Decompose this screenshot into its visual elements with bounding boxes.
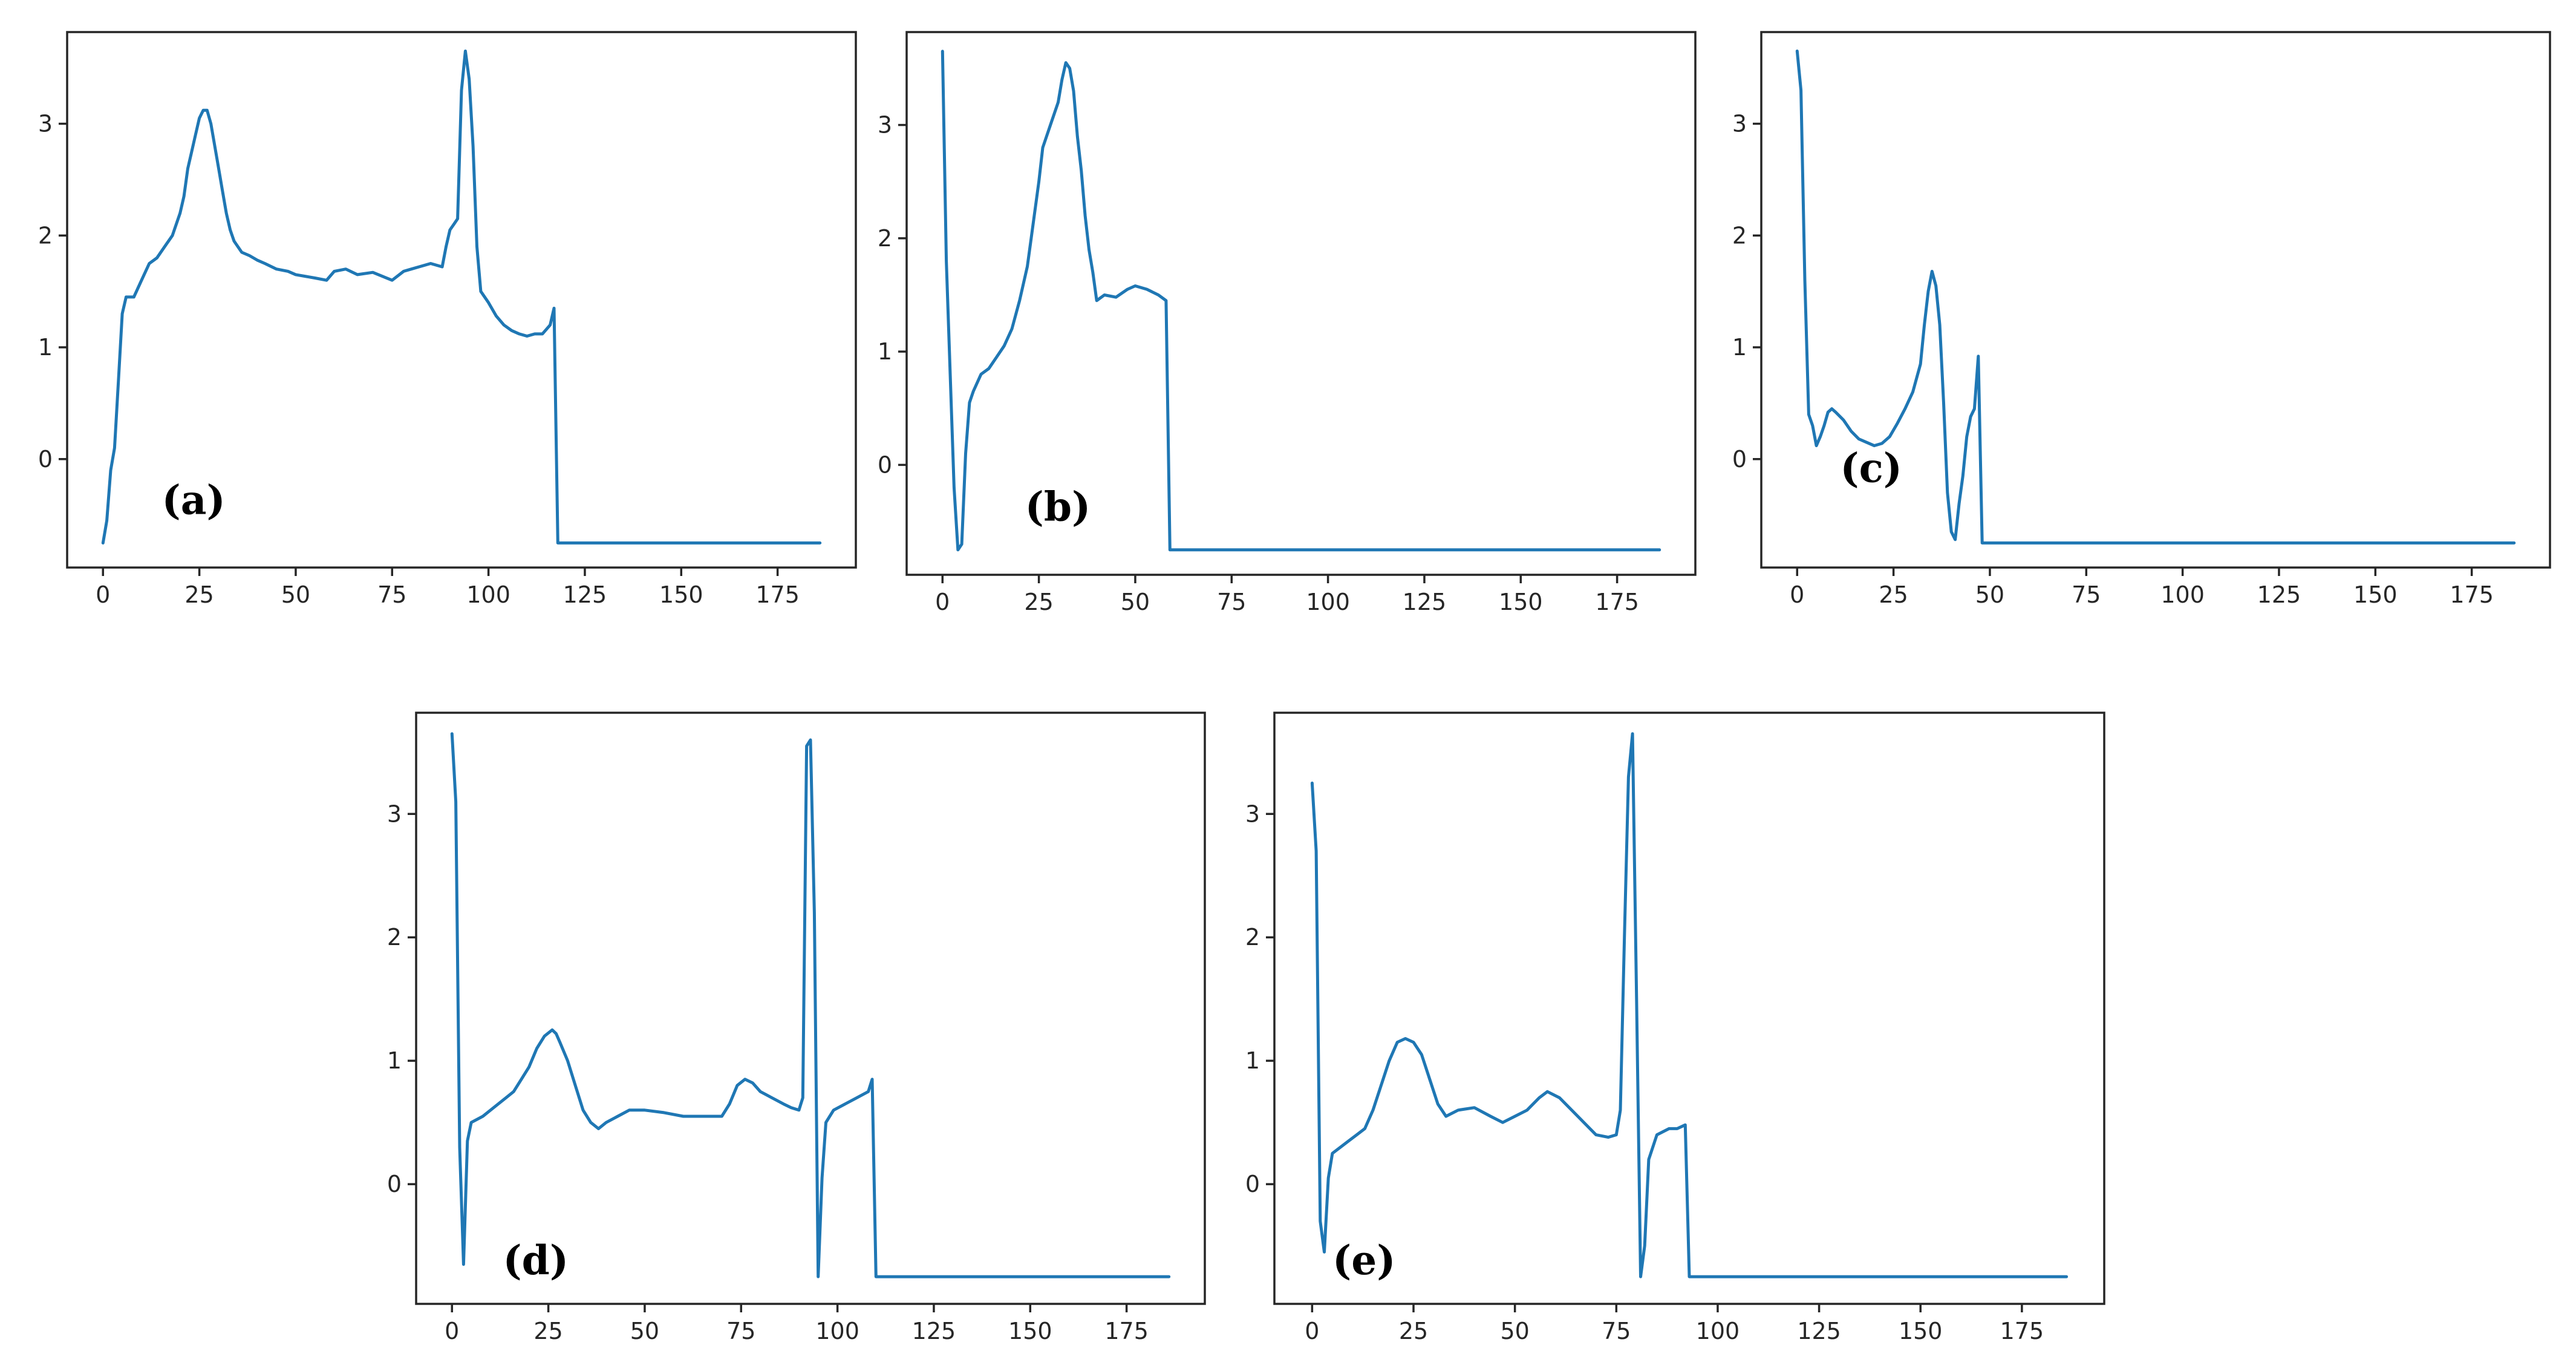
x-tick-label-c: 125 [2257,581,2301,608]
panel-label-a: (a) [161,477,225,524]
x-tick-label-d: 125 [912,1318,956,1344]
x-tick-label-c: 0 [1790,581,1804,608]
plot-frame-c [1760,31,2551,569]
y-tick-label-a: 3 [38,111,53,137]
x-tick-label-c: 50 [1975,581,2004,608]
panel-label-c: (c) [1840,444,1902,491]
y-tick-label-a: 2 [38,222,53,249]
plot-frame-b [905,31,1697,576]
panel-d: 0 25 50 75 100 125 150 175 0 1 2 3 (d) [387,712,1206,1344]
x-tick-label-d: 175 [1104,1318,1149,1344]
y-tick-label-e: 2 [1245,924,1260,951]
x-tick-label-a: 175 [755,581,800,608]
x-tick-label-e: 150 [1899,1318,1943,1344]
x-tick-label-d: 150 [1008,1318,1052,1344]
x-tick-label-e: 100 [1696,1318,1740,1344]
x-tick-label-e: 175 [2000,1318,2044,1344]
x-tick-label-a: 75 [377,581,406,608]
y-tick-label-b: 2 [878,225,892,252]
x-tick-label-c: 100 [2160,581,2205,608]
y-tick-label-e: 3 [1245,800,1260,827]
x-tick-label-d: 25 [533,1318,562,1344]
y-tick-label-b: 0 [878,451,892,478]
x-tick-label-e: 125 [1797,1318,1841,1344]
y-tick-label-a: 0 [38,446,53,473]
x-tick-label-c: 25 [1879,581,1908,608]
x-tick-label-c: 75 [2072,581,2101,608]
x-tick-label-a: 0 [96,581,110,608]
series-line-c [1795,49,2516,545]
x-tick-label-d: 100 [815,1318,859,1344]
y-tick-label-d: 2 [387,924,402,951]
panel-c: 0 25 50 75 100 125 150 175 0 1 2 3 (c) [1732,31,2551,608]
x-tick-label-b: 50 [1121,589,1150,615]
x-tick-label-a: 100 [466,581,510,608]
x-tick-label-e: 50 [1500,1318,1529,1344]
x-tick-label-b: 100 [1306,589,1350,615]
x-tick-label-b: 25 [1024,589,1053,615]
x-tick-label-a: 150 [659,581,703,608]
y-tick-label-e: 0 [1245,1171,1260,1197]
panel-label-b: (b) [1025,483,1091,530]
plot-frame-a [66,31,857,569]
panel-label-d: (d) [503,1237,569,1284]
x-tick-label-c: 175 [2450,581,2494,608]
y-tick-label-b: 1 [878,338,892,365]
y-tick-label-c: 1 [1732,334,1747,361]
plot-frame-d [415,712,1206,1305]
x-tick-label-a: 125 [563,581,607,608]
y-tick-label-c: 2 [1732,222,1747,249]
series-line-b [941,50,1661,552]
x-tick-label-b: 150 [1499,589,1543,615]
panel-e: 0 25 50 75 100 125 150 175 0 1 2 3 (e) [1245,712,2105,1344]
y-tick-label-b: 3 [878,112,892,139]
x-tick-label-b: 175 [1595,589,1639,615]
x-tick-label-e: 75 [1602,1318,1631,1344]
y-tick-label-c: 0 [1732,446,1747,473]
y-tick-label-d: 1 [387,1047,402,1074]
x-tick-label-c: 150 [2353,581,2398,608]
panel-b: 0 25 50 75 100 125 150 175 0 1 2 3 (b) [878,31,1697,615]
x-tick-label-a: 50 [281,581,310,608]
y-tick-label-d: 3 [387,800,402,827]
panel-a: 0 25 50 75 100 125 150 175 0 1 2 3 (a) [38,31,857,608]
y-tick-label-d: 0 [387,1171,402,1197]
y-tick-label-e: 1 [1245,1047,1260,1074]
x-tick-label-d: 50 [630,1318,659,1344]
y-tick-label-c: 3 [1732,111,1747,137]
x-tick-label-b: 75 [1217,589,1246,615]
series-line-a [101,49,822,545]
x-tick-label-a: 25 [184,581,214,608]
x-tick-label-d: 0 [445,1318,459,1344]
plot-frame-e [1273,712,2105,1305]
y-tick-label-a: 1 [38,334,53,361]
x-tick-label-d: 75 [726,1318,755,1344]
x-tick-label-e: 25 [1399,1318,1428,1344]
panel-label-e: (e) [1332,1237,1395,1284]
x-tick-label-b: 125 [1403,589,1447,615]
series-line-e [1310,732,2069,1278]
x-tick-label-e: 0 [1305,1318,1319,1344]
series-line-d [450,732,1171,1278]
x-tick-label-b: 0 [935,589,950,615]
